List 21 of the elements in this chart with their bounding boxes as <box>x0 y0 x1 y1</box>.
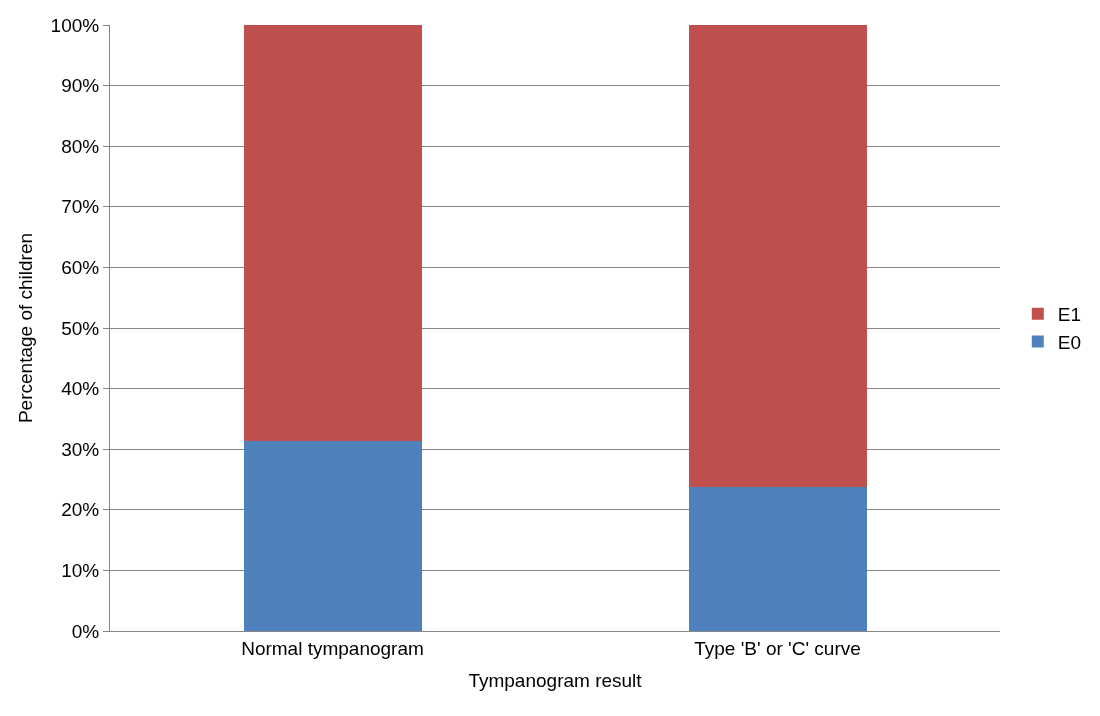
y-tick-label: 10% <box>61 560 100 582</box>
x-tick-label: Type 'B' or 'C' curve <box>694 637 861 659</box>
bar <box>688 487 867 631</box>
y-axis-title: Percentage of children <box>15 232 37 424</box>
y-tick-label: 100% <box>50 14 100 36</box>
y-tick-label: 50% <box>61 317 100 339</box>
bar <box>688 25 867 488</box>
y-tick-label: 80% <box>61 135 100 157</box>
bar <box>243 25 422 441</box>
y-tick-label: 40% <box>61 378 100 400</box>
y-tick-label: 60% <box>61 257 100 279</box>
y-tick-label: 30% <box>61 438 100 460</box>
y-tick-label: 0% <box>71 620 100 642</box>
y-tick-label: 20% <box>61 499 100 521</box>
y-tick-label: 90% <box>61 75 100 97</box>
bar <box>243 440 422 631</box>
legend-label: E1 <box>1057 304 1082 326</box>
x-axis-title: Tympanogram result <box>468 669 643 691</box>
legend-label: E0 <box>1057 331 1082 353</box>
x-tick-label: Normal tympanogram <box>241 637 424 659</box>
y-tick-label: 70% <box>61 196 100 218</box>
